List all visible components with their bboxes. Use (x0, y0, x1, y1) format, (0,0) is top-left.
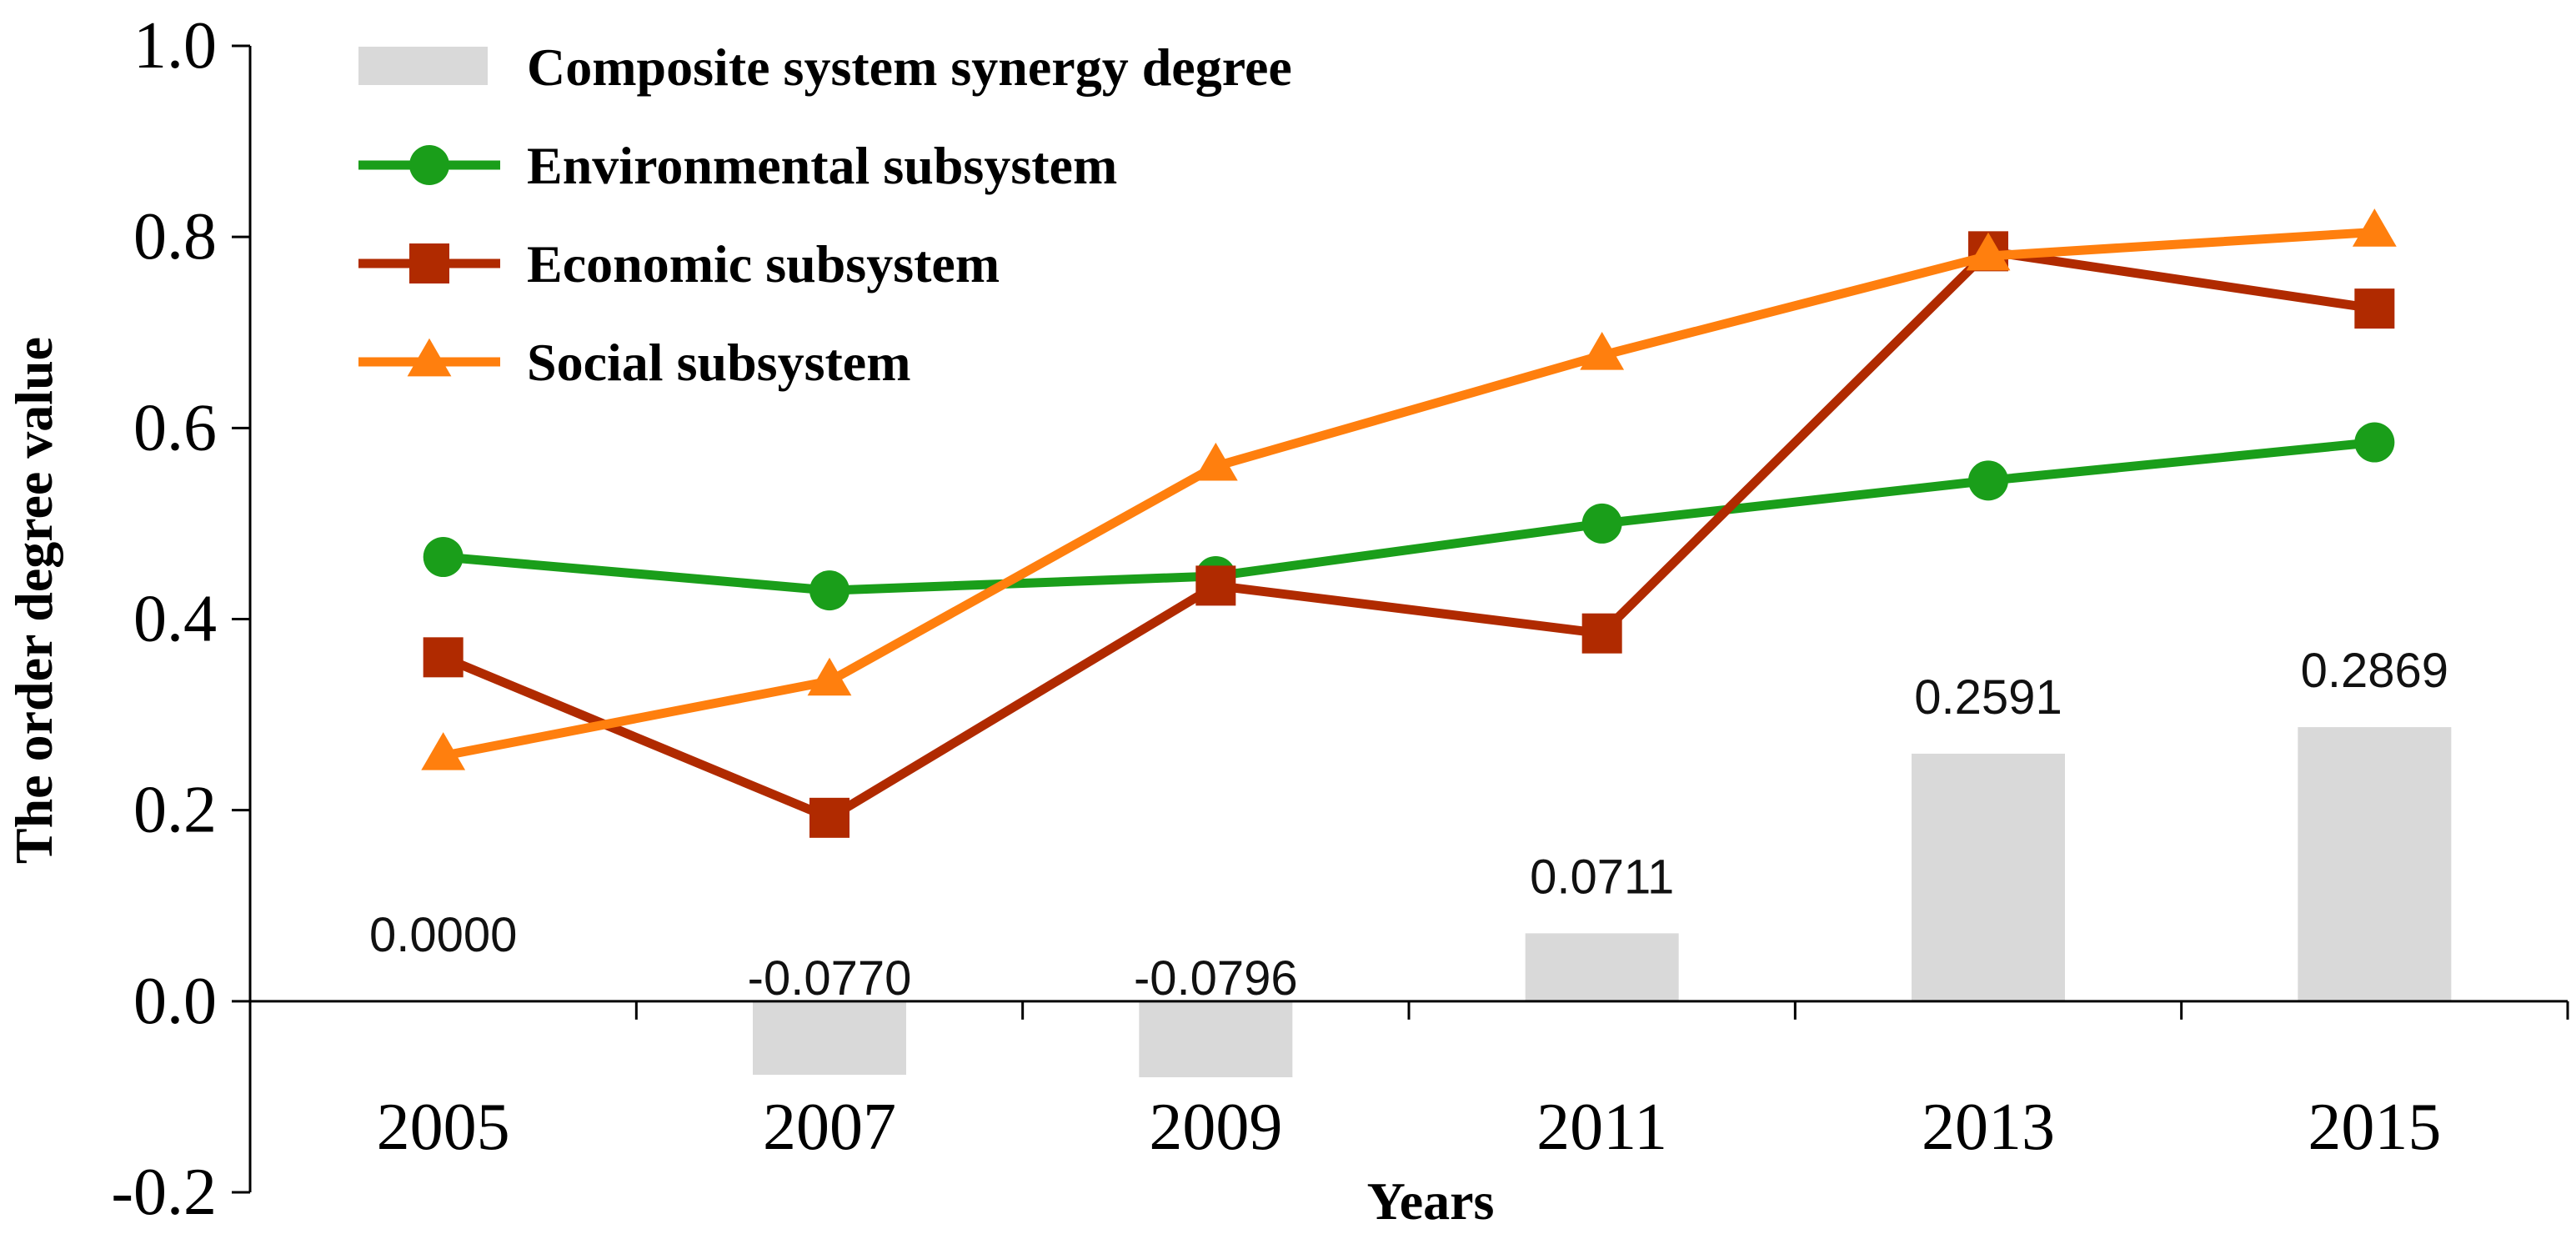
legend-marker-environmental (409, 145, 449, 185)
legend-swatch-bar (358, 47, 488, 85)
lines-layer (421, 208, 2397, 838)
legend-label: Social subsystem (527, 333, 911, 392)
bar-2011 (1525, 933, 1679, 1001)
y-tick-label: 0.8 (133, 200, 217, 273)
y-tick-label: 0.0 (133, 965, 217, 1038)
x-axis-title: Years (1367, 1171, 1495, 1231)
bars-layer (753, 727, 2452, 1078)
x-tick-label: 2013 (1922, 1091, 2055, 1164)
legend-label: Composite system synergy degree (527, 38, 1292, 97)
point-social-2013 (1966, 232, 2011, 271)
point-economic-2009 (1195, 565, 1236, 606)
point-environmental-2015 (2354, 422, 2395, 463)
x-tick-label: 2009 (1149, 1091, 1282, 1164)
bar-2015 (2298, 727, 2452, 1001)
labels-layer: 0.0000 -0.0770 -0.0796 0.0711 0.2591 0.2869 (369, 644, 2448, 1006)
point-social-2007 (807, 657, 852, 696)
legend: Composite system synergy degree Environme… (358, 38, 1292, 392)
legend-label: Economic subsystem (527, 234, 1000, 293)
bar-data-label: 0.2591 (1914, 670, 2062, 725)
bar-2007 (753, 1001, 906, 1076)
point-environmental-2013 (1968, 460, 2008, 501)
point-social-2015 (2352, 208, 2397, 247)
bar-data-label: 0.2869 (2301, 644, 2448, 698)
point-environmental-2007 (809, 570, 849, 611)
legend-label: Environmental subsystem (527, 136, 1117, 195)
x-tick-label: 2015 (2308, 1091, 2441, 1164)
point-economic-2007 (809, 797, 849, 838)
point-economic-2005 (423, 637, 464, 678)
bar-2009 (1139, 1001, 1293, 1078)
bar-data-label: 0.0000 (369, 908, 517, 962)
bar-2013 (1912, 753, 2065, 1001)
y-tick-label: 1.0 (133, 9, 217, 83)
x-tick-label: 2011 (1536, 1091, 1667, 1164)
x-tick-label: 2005 (377, 1091, 510, 1164)
y-tick-label: 0.6 (133, 391, 217, 464)
series-line-economic (441, 246, 2376, 823)
point-environmental-2011 (1581, 503, 1622, 544)
x-tick-label: 2007 (763, 1091, 896, 1164)
point-social-2011 (1580, 331, 1625, 370)
point-social-2009 (1193, 442, 1238, 481)
series-line-environmental (443, 438, 2375, 595)
series-line-social (442, 227, 2375, 760)
bar-data-label: -0.0770 (748, 951, 912, 1006)
point-economic-2011 (1581, 613, 1622, 654)
y-tick-label: -0.2 (111, 1156, 217, 1229)
bar-data-label: 0.0711 (1530, 850, 1674, 904)
point-environmental-2005 (423, 537, 464, 578)
axes-layer: -0.2 0.0 0.2 0.4 0.6 0.8 1.0 2005 2007 2009 2011 20… (111, 9, 2569, 1229)
y-tick-label: 0.4 (133, 583, 217, 656)
bar-data-label: -0.0796 (1134, 951, 1298, 1006)
y-axis-title: The order degree value (4, 337, 63, 864)
legend-marker-social (407, 338, 452, 377)
legend-marker-economic (409, 243, 449, 283)
point-economic-2015 (2354, 288, 2395, 329)
y-tick-label: 0.2 (133, 774, 217, 847)
point-social-2005 (421, 732, 466, 770)
